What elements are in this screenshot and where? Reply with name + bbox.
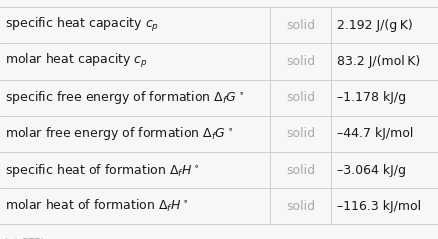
Text: solid: solid (286, 127, 314, 140)
Text: (at STP): (at STP) (4, 238, 45, 239)
Text: 83.2 J/(mol K): 83.2 J/(mol K) (336, 55, 419, 68)
Text: specific heat of formation $\Delta_f H^\circ$: specific heat of formation $\Delta_f H^\… (5, 162, 199, 179)
Text: 2.192 J/(g K): 2.192 J/(g K) (336, 19, 412, 32)
Text: solid: solid (286, 19, 314, 32)
Text: solid: solid (286, 200, 314, 213)
Text: –1.178 kJ/g: –1.178 kJ/g (336, 91, 405, 104)
Text: specific heat capacity $c_p$: specific heat capacity $c_p$ (5, 16, 159, 34)
Text: –116.3 kJ/mol: –116.3 kJ/mol (336, 200, 420, 213)
Text: molar free energy of formation $\Delta_f G^\circ$: molar free energy of formation $\Delta_f… (5, 125, 233, 142)
Text: solid: solid (286, 91, 314, 104)
Text: molar heat of formation $\Delta_f H^\circ$: molar heat of formation $\Delta_f H^\cir… (5, 198, 188, 214)
Text: solid: solid (286, 164, 314, 177)
Text: solid: solid (286, 55, 314, 68)
Text: molar heat capacity $c_p$: molar heat capacity $c_p$ (5, 53, 148, 71)
Text: –3.064 kJ/g: –3.064 kJ/g (336, 164, 405, 177)
Text: specific free energy of formation $\Delta_f G^\circ$: specific free energy of formation $\Delt… (5, 89, 244, 106)
Text: –44.7 kJ/mol: –44.7 kJ/mol (336, 127, 412, 140)
